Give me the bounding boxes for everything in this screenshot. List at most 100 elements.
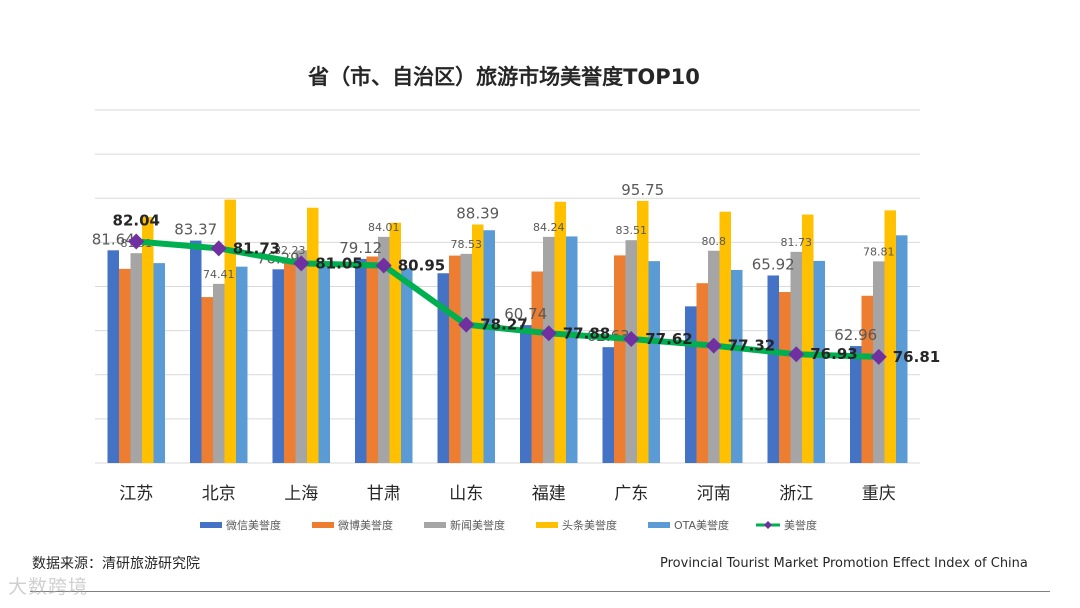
bar-头条美誉度-江苏: [142, 217, 154, 463]
bar-头条美誉度-广东: [637, 200, 649, 463]
line-value-label: 77.32: [728, 337, 775, 355]
legend-swatch: [424, 522, 446, 528]
bar-微博美誉度-北京: [201, 297, 213, 463]
bar-新闻美誉度-甘肃: [378, 236, 390, 463]
bar-value-label: 82.23: [274, 244, 306, 257]
line-point-山东: [458, 316, 475, 333]
bar-微信美誉度-山东: [437, 273, 449, 463]
bar-微信美誉度-浙江: [767, 275, 779, 463]
line-value-label: 77.88: [563, 324, 610, 342]
category-label: 河南: [697, 484, 731, 504]
bar-value-label: 79.12: [339, 239, 382, 257]
bar-微博美誉度-江苏: [119, 268, 131, 463]
bar-value-label: 81.64: [92, 230, 135, 248]
bar-value-label: 80.8: [702, 235, 727, 248]
line-point-重庆: [870, 348, 887, 365]
category-label: 甘肃: [367, 484, 401, 504]
category-labels: 江苏 北京 上海 甘肃 山东 福建 广东 河南 浙江 重庆: [119, 484, 896, 504]
legend: 微信美誉度 微博美誉度 新闻美誉度 头条美誉度 OTA美誉度 美誉度: [200, 518, 817, 532]
bar-微信美誉度-福建: [520, 325, 532, 463]
bar-微博美誉度-山东: [449, 255, 461, 463]
line-point-江苏: [128, 233, 145, 250]
english-subtitle: Provincial Tourist Market Promotion Effe…: [660, 556, 1028, 571]
legend-marker: [764, 521, 772, 529]
category-label: 广东: [614, 484, 648, 504]
bar-微信美誉度-北京: [190, 240, 202, 463]
bar-微博美誉度-重庆: [861, 295, 873, 463]
bar-新闻美誉度-山东: [460, 253, 472, 463]
legend-label: 头条美誉度: [562, 518, 617, 532]
legend-label: 微博美誉度: [338, 518, 393, 532]
line-point-上海: [293, 255, 310, 272]
bar-value-label: 60.74: [504, 305, 547, 323]
bar-新闻美誉度-河南: [708, 250, 720, 463]
bar-微博美誉度-上海: [284, 260, 296, 463]
category-label: 福建: [532, 484, 566, 504]
bar-微博美誉度-广东: [614, 255, 626, 463]
bar-OTA美誉度-重庆: [896, 235, 908, 463]
bar-value-label: 62.96: [834, 326, 877, 344]
bar-新闻美誉度-北京: [213, 283, 225, 463]
line-point-浙江: [788, 346, 805, 363]
bar-OTA美誉度-甘肃: [401, 268, 413, 463]
line-point-福建: [540, 325, 557, 342]
chart-title: 省（市、自治区）旅游市场美誉度TOP10: [307, 65, 700, 89]
line-美誉度: [136, 238, 879, 360]
legend-label: 美誉度: [784, 518, 817, 532]
line-point-北京: [210, 240, 227, 257]
line-value-label: 78.27: [480, 316, 527, 334]
category-label: 江苏: [119, 484, 153, 504]
bar-头条美誉度-山东: [472, 224, 484, 463]
bar-OTA美誉度-山东: [483, 230, 495, 463]
bar-labels: 81.6481.5183.3774.4176.2982.2379.1284.01…: [92, 181, 895, 345]
line-point-河南: [705, 337, 722, 354]
category-label: 重庆: [862, 484, 896, 504]
data-source: 数据来源：清研旅游研究院: [32, 556, 200, 572]
bar-value-label: 78.53: [451, 238, 483, 251]
line-value-label: 77.62: [645, 330, 692, 348]
line-point-甘肃: [375, 257, 392, 274]
bar-OTA美誉度-北京: [236, 266, 248, 463]
bar-value-label: 65.92: [752, 255, 795, 273]
bar-微博美誉度-福建: [531, 271, 543, 463]
legend-swatch: [312, 522, 334, 528]
line-series: 82.04 81.73 81.05 80.95 78.27 77.88 77.62 77.32…: [113, 211, 941, 365]
bar-新闻美誉度-江苏: [130, 253, 142, 463]
bar-新闻美誉度-福建: [543, 236, 555, 463]
line-value-label: 76.81: [893, 348, 940, 366]
bar-新闻美誉度-广东: [625, 240, 637, 463]
bar-value-label: 78.81: [863, 245, 895, 258]
bars: [107, 199, 908, 464]
bar-value-label: 74.41: [203, 268, 235, 281]
bar-微博美誉度-河南: [696, 283, 708, 463]
line-value-label: 76.93: [810, 345, 857, 363]
bar-OTA美誉度-江苏: [153, 263, 165, 463]
bar-微信美誉度-甘肃: [355, 258, 367, 463]
bar-微信美誉度-广东: [602, 347, 614, 463]
bar-微信美誉度-上海: [272, 269, 284, 463]
category-label: 上海: [284, 484, 318, 504]
legend-swatch: [200, 522, 222, 528]
bar-OTA美誉度-上海: [318, 266, 330, 463]
category-label: 山东: [449, 484, 483, 504]
bar-微博美誉度-甘肃: [366, 256, 378, 463]
bar-value-label: 81.73: [781, 236, 813, 249]
legend-label: 微信美誉度: [226, 518, 281, 532]
bar-微信美誉度-重庆: [850, 346, 862, 463]
bar-value-label: 83.37: [174, 221, 217, 239]
legend-label: 新闻美誉度: [450, 518, 505, 532]
bar-头条美誉度-上海: [307, 207, 319, 463]
bar-value-label: 88.39: [456, 205, 499, 223]
bar-value-label: 84.01: [368, 221, 400, 234]
line-value-label: 80.95: [398, 257, 445, 275]
bar-头条美誉度-浙江: [802, 214, 814, 463]
bar-value-label: 95.75: [621, 181, 664, 199]
bar-微博美誉度-浙江: [779, 292, 791, 463]
bar-OTA美誉度-浙江: [813, 260, 825, 463]
footer-divider: [30, 591, 1050, 592]
category-label: 北京: [202, 484, 236, 504]
bar-value-label: 83.51: [616, 224, 648, 237]
bar-OTA美誉度-河南: [731, 269, 743, 463]
line-value-label: 81.73: [233, 239, 280, 257]
